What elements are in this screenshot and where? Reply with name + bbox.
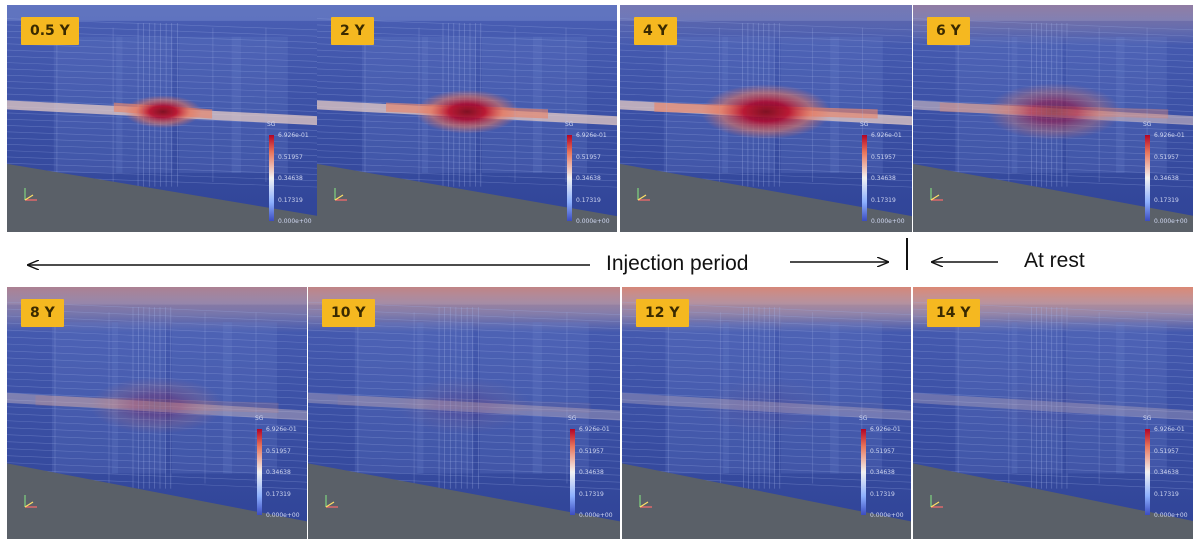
- legend-title: SG: [1143, 121, 1152, 128]
- year-badge: 6 Y: [927, 17, 970, 45]
- legend-tick: 0.17319: [579, 490, 604, 498]
- legend-tick: 0.51957: [1154, 447, 1179, 455]
- year-badge: 14 Y: [927, 299, 980, 327]
- legend-tick: 0.51957: [266, 447, 291, 455]
- legend-tick: 6.926e-01: [1154, 426, 1185, 433]
- legend-tick: 0.34638: [266, 469, 291, 476]
- legend-colorbar: [567, 135, 572, 221]
- legend-colorbar: [862, 135, 867, 221]
- legend-tick: 0.34638: [871, 175, 896, 182]
- simulation-panel: 14 Y SG 6.926e-01 0.51957 0.34638 0.17319 0.00…: [913, 287, 1193, 539]
- color-legend: SG 6.926e-01 0.51957 0.34638 0.17319 0.000e+0…: [859, 415, 911, 527]
- year-badge: 2 Y: [331, 17, 374, 45]
- legend-tick: 0.17319: [576, 196, 601, 204]
- year-badge: 12 Y: [636, 299, 689, 327]
- injection-period-label: Injection period: [606, 252, 749, 275]
- legend-tick: 0.34638: [576, 175, 601, 182]
- legend-tick: 6.926e-01: [278, 132, 309, 139]
- simulation-panel: 2 Y SG 6.926e-01 0.51957 0.34638 0.17319 0.000…: [317, 5, 617, 232]
- legend-tick: 0.17319: [1154, 196, 1179, 204]
- color-legend: SG 6.926e-01 0.51957 0.34638 0.17319 0.000e+0…: [1143, 121, 1193, 232]
- simulation-panel: 8 Y SG 6.926e-01 0.51957 0.34638 0.17319 0.000…: [7, 287, 307, 539]
- legend-colorbar: [1145, 429, 1150, 515]
- legend-colorbar: [1145, 135, 1150, 221]
- legend-tick: 0.34638: [870, 469, 895, 476]
- year-badge: 8 Y: [21, 299, 64, 327]
- simulation-panel: 0.5 Y SG 6.926e-01 0.51957 0.34638 0.17319 0.0…: [7, 5, 319, 232]
- legend-tick: 0.51957: [870, 447, 895, 455]
- simulation-panel: 4 Y SG 6.926e-01 0.51957 0.34638 0.17319 0.000…: [620, 5, 912, 232]
- color-legend: SG 6.926e-01 0.51957 0.34638 0.17319 0.000e+0…: [267, 121, 319, 232]
- orientation-axes-icon: [24, 188, 37, 201]
- legend-tick: 0.34638: [1154, 469, 1179, 476]
- legend-tick: 0.000e+00: [870, 512, 904, 519]
- orientation-axes-icon: [639, 495, 652, 508]
- legend-title: SG: [859, 415, 868, 422]
- legend-tick: 6.926e-01: [1154, 132, 1185, 139]
- reservoir-render: [308, 287, 620, 539]
- legend-tick: 0.17319: [1154, 490, 1179, 498]
- orientation-axes-icon: [637, 188, 650, 201]
- orientation-axes-icon: [930, 188, 943, 201]
- legend-title: SG: [1143, 415, 1152, 422]
- year-badge: 10 Y: [322, 299, 375, 327]
- legend-tick: 0.000e+00: [579, 512, 613, 519]
- legend-tick: 0.17319: [870, 490, 895, 498]
- orientation-axes-icon: [930, 495, 943, 508]
- legend-tick: 0.34638: [1154, 175, 1179, 182]
- legend-title: SG: [565, 121, 574, 128]
- legend-tick: 0.17319: [278, 196, 303, 204]
- legend-colorbar: [257, 429, 262, 515]
- color-legend: SG 6.926e-01 0.51957 0.34638 0.17319 0.000e+0…: [860, 121, 912, 232]
- legend-tick: 0.51957: [871, 153, 896, 161]
- reservoir-render: [7, 5, 319, 232]
- color-legend: SG 6.926e-01 0.51957 0.34638 0.17319 0.000e+0…: [1143, 415, 1193, 527]
- legend-tick: 0.000e+00: [576, 218, 610, 225]
- legend-tick: 0.17319: [871, 196, 896, 204]
- legend-title: SG: [255, 415, 264, 422]
- legend-tick: 6.926e-01: [871, 132, 902, 139]
- legend-tick: 0.51957: [579, 447, 604, 455]
- legend-tick: 0.51957: [576, 153, 601, 161]
- simulation-panel: 10 Y SG 6.926e-01 0.51957 0.34638 0.17319 0.00…: [308, 287, 620, 539]
- legend-colorbar: [570, 429, 575, 515]
- legend-title: SG: [568, 415, 577, 422]
- legend-tick: 0.000e+00: [278, 218, 312, 225]
- color-legend: SG 6.926e-01 0.51957 0.34638 0.17319 0.000e+0…: [568, 415, 620, 527]
- year-badge: 0.5 Y: [21, 17, 79, 45]
- at-rest-label: At rest: [1024, 249, 1085, 272]
- color-legend: SG 6.926e-01 0.51957 0.34638 0.17319 0.000e+0…: [565, 121, 617, 232]
- legend-tick: 6.926e-01: [266, 426, 297, 433]
- legend-tick: 0.000e+00: [1154, 512, 1188, 519]
- legend-title: SG: [267, 121, 276, 128]
- color-legend: SG 6.926e-01 0.51957 0.34638 0.17319 0.000e+0…: [255, 415, 307, 527]
- legend-title: SG: [860, 121, 869, 128]
- legend-tick: 0.17319: [266, 490, 291, 498]
- legend-colorbar: [269, 135, 274, 221]
- simulation-panel: 12 Y SG 6.926e-01 0.51957 0.34638 0.17319 0.00…: [622, 287, 911, 539]
- legend-tick: 6.926e-01: [576, 132, 607, 139]
- simulation-panel: 6 Y SG 6.926e-01 0.51957 0.34638 0.17319 0.000…: [913, 5, 1193, 232]
- legend-tick: 0.000e+00: [266, 512, 300, 519]
- legend-tick: 0.34638: [579, 469, 604, 476]
- year-badge: 4 Y: [634, 17, 677, 45]
- legend-tick: 0.000e+00: [871, 218, 905, 225]
- legend-tick: 6.926e-01: [579, 426, 610, 433]
- legend-tick: 0.51957: [278, 153, 303, 161]
- orientation-axes-icon: [24, 495, 37, 508]
- orientation-axes-icon: [334, 188, 347, 201]
- legend-colorbar: [861, 429, 866, 515]
- legend-tick: 6.926e-01: [870, 426, 901, 433]
- legend-tick: 0.34638: [278, 175, 303, 182]
- legend-tick: 0.51957: [1154, 153, 1179, 161]
- orientation-axes-icon: [325, 495, 338, 508]
- legend-tick: 0.000e+00: [1154, 218, 1188, 225]
